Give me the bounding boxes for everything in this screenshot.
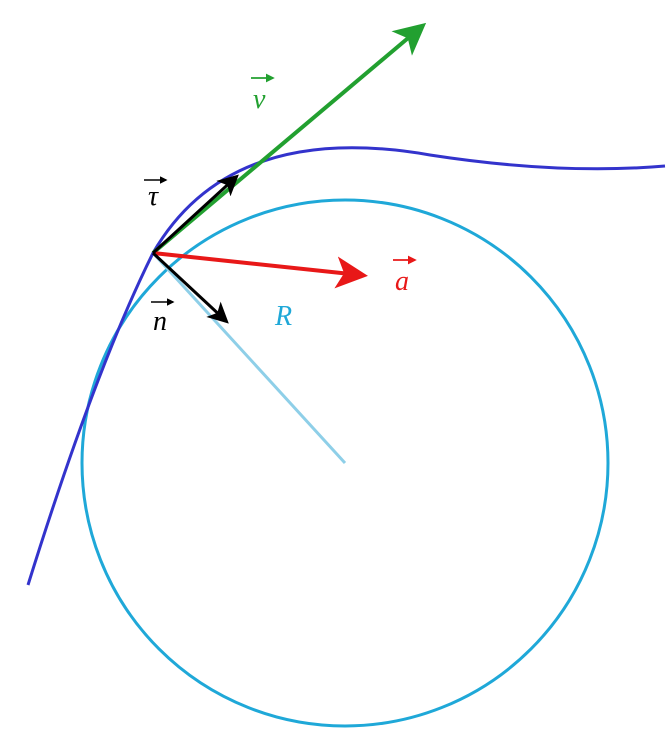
svg-text:n: n [153, 306, 167, 337]
acceleration-vector [153, 253, 360, 275]
velocity-label: v [251, 78, 273, 115]
svg-text:v: v [253, 84, 266, 115]
velocity-vector [153, 28, 420, 253]
acceleration-label: a [393, 260, 415, 297]
osculating-circle-diagram: τ n v a R [0, 0, 671, 749]
radius-line [153, 253, 345, 463]
tau-vector [153, 178, 235, 253]
svg-text:a: a [395, 266, 409, 297]
trajectory-curve [28, 148, 665, 585]
tau-label: τ [144, 180, 166, 212]
n-label: n [151, 302, 173, 337]
svg-text:τ: τ [148, 181, 159, 212]
radius-label: R [274, 301, 292, 332]
